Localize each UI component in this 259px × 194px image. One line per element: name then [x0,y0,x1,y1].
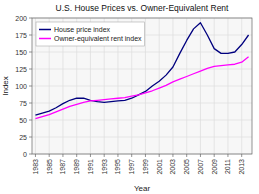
tick [29,103,32,104]
tick-label: 2001 [156,159,163,175]
tick [29,120,32,121]
tick [227,154,228,157]
line [35,23,248,115]
tick-label: 100 [15,83,27,90]
tick [214,154,215,157]
tick-label: 150 [15,49,27,56]
tick [172,154,173,157]
chart: 0 25 50 75 100 125 150 175 200 1983 1985 1987 1989 19… [0,0,259,194]
grid-line [186,18,187,154]
tick [241,154,242,157]
tick-label: 2007 [197,159,204,175]
tick [62,154,63,157]
tick [200,154,201,157]
tick-label: 175 [15,32,27,39]
tick-label: 2011 [224,159,231,174]
legend: House price indexOwner-equivalent rent i… [36,22,145,46]
tick [29,52,32,53]
tick [104,154,105,157]
tick-label: 0 [23,151,27,158]
grid-line [145,18,146,154]
grid-line [241,18,242,154]
legend-swatch [39,38,51,40]
tick-label: 1983 [32,159,39,175]
tick-label: 2005 [183,159,190,175]
tick [90,154,91,157]
tick [76,154,77,157]
data [35,23,248,119]
tick [145,154,146,157]
tick-label: 1999 [142,159,149,175]
axes: 0 25 50 75 100 125 150 175 200 1983 1985 1987 1989 19… [15,15,252,175]
tick-label: 2013 [238,159,245,175]
tick-label: 2009 [211,159,218,175]
tick [186,154,187,157]
grid-line [32,137,252,138]
tick [49,154,50,157]
tick [131,154,132,157]
grid-line [32,120,252,121]
legend-label: House price index [54,26,111,34]
tick-label: 1987 [59,159,66,175]
tick [159,154,160,157]
grid-line [172,18,173,154]
legend-swatch [39,29,51,31]
tick-label: 75 [19,100,27,107]
tick [29,69,32,70]
grid-line [200,18,201,154]
title: U.S. House Prices vs. Owner-Equivalent R… [56,3,230,13]
tick-label: 1997 [128,159,135,175]
grid-line [227,18,228,154]
plot-frame [32,18,252,154]
tick [29,137,32,138]
grid-line [159,18,160,154]
tick [35,154,36,157]
tick [29,86,32,87]
grid-line [32,86,252,87]
tick-label: 25 [19,134,27,141]
x-axis-label: Year [134,184,151,193]
plot-area [32,18,252,154]
tick-label: 2003 [169,159,176,175]
grid-line [214,18,215,154]
tick-label: 1991 [87,159,94,175]
tick-label: 125 [15,66,27,73]
tick [29,35,32,36]
tick [29,18,32,19]
line [35,57,248,119]
tick-label: 1985 [46,159,53,175]
y-axis-label: Index [1,76,10,96]
tick [29,154,32,155]
tick-label: 1993 [101,159,108,175]
grid [32,18,252,154]
legend-box [36,22,145,46]
grid-line [32,69,252,70]
legend-label: Owner-equivalent rent index [54,35,142,43]
tick-label: 1995 [114,159,121,175]
tick-label: 200 [15,15,27,22]
tick-label: 50 [19,117,27,124]
tick [117,154,118,157]
tick-label: 1989 [73,159,80,175]
